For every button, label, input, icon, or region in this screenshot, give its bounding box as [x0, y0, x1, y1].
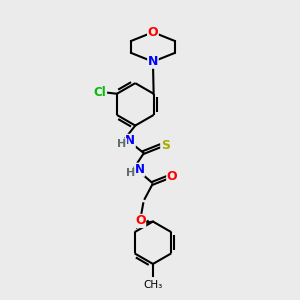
Text: N: N — [134, 163, 144, 176]
Text: O: O — [167, 170, 177, 183]
Text: N: N — [125, 134, 135, 147]
Text: H: H — [117, 139, 127, 149]
Text: S: S — [161, 139, 170, 152]
Text: CH₃: CH₃ — [143, 280, 163, 290]
Text: O: O — [148, 26, 158, 39]
Text: O: O — [135, 214, 146, 227]
Text: N: N — [148, 55, 158, 68]
Text: Cl: Cl — [94, 86, 106, 99]
Text: H: H — [126, 168, 135, 178]
